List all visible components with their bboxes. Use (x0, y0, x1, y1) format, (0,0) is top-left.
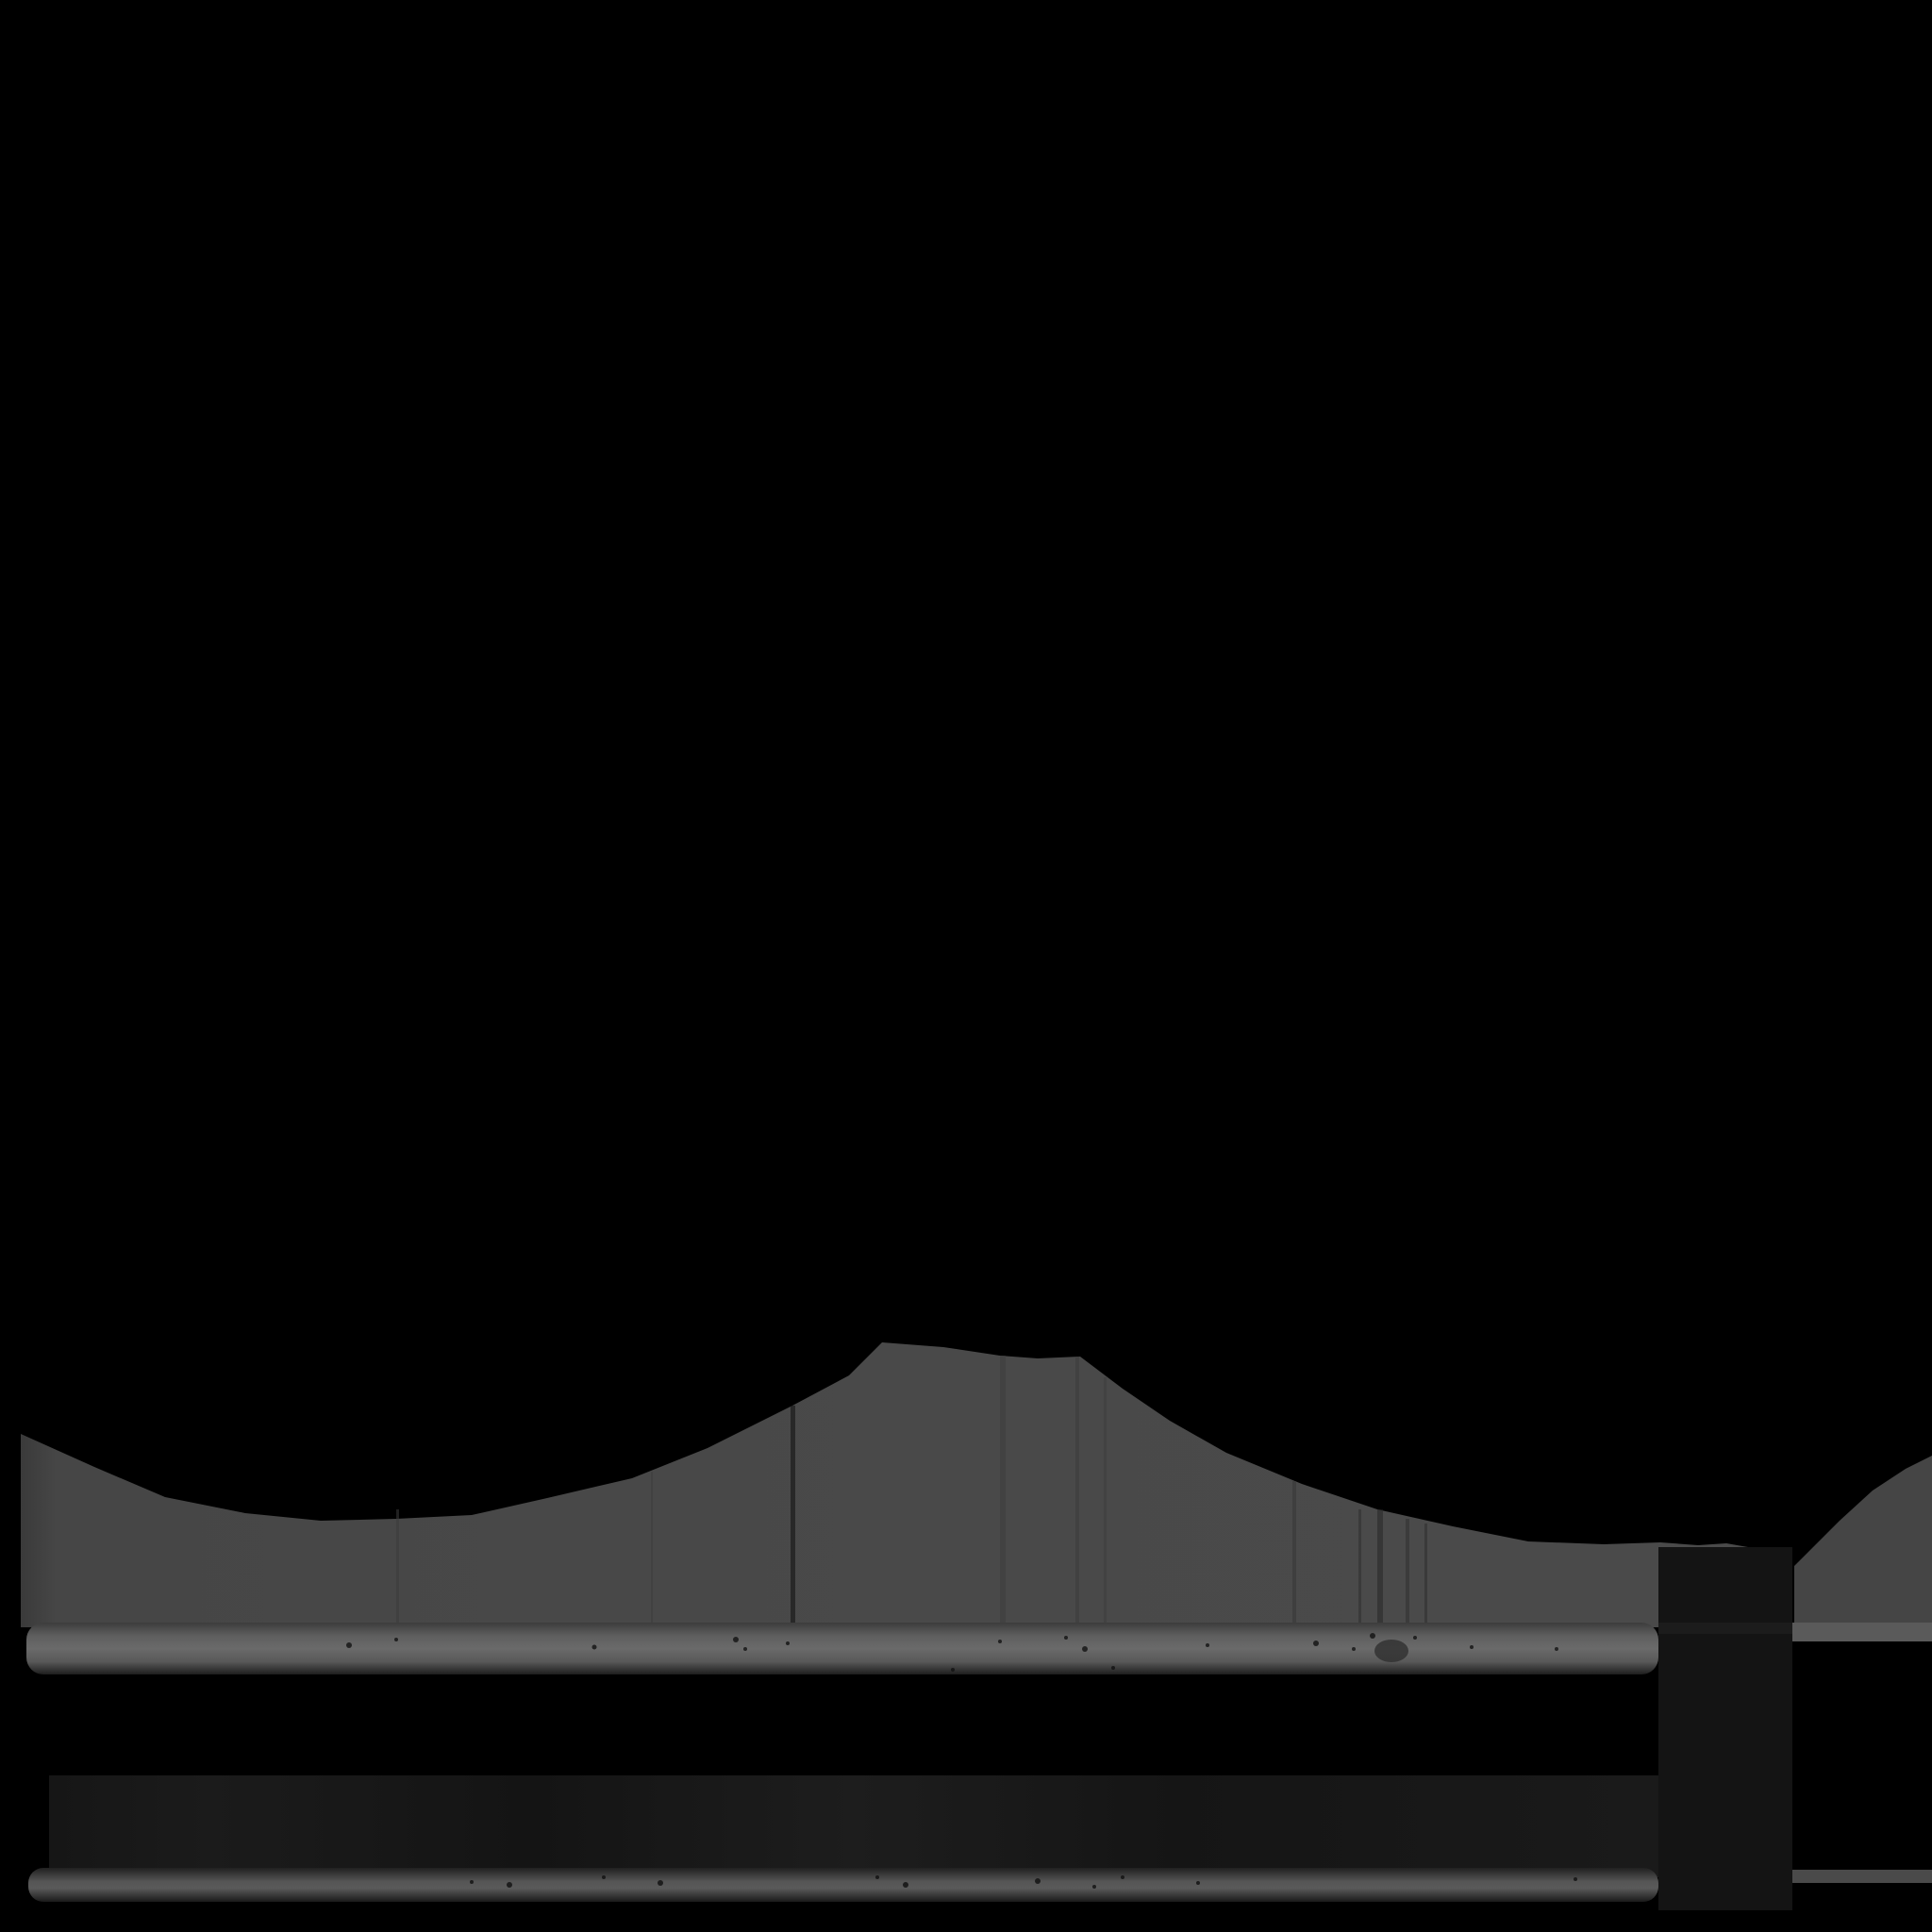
lower-band-right (1792, 1870, 1932, 1883)
lower-band (28, 1868, 1658, 1902)
lower-strip (49, 1775, 1658, 1877)
lower-band-speckles (470, 1875, 1577, 1889)
upper-band-speckles (346, 1633, 1558, 1672)
dark-block (1658, 1547, 1792, 1910)
ridge-streaks (396, 1356, 1427, 1630)
right-dome (1794, 1456, 1932, 1627)
ridge-shape (21, 1342, 1792, 1627)
upper-band-right (1792, 1623, 1932, 1641)
upper-band (26, 1623, 1658, 1674)
